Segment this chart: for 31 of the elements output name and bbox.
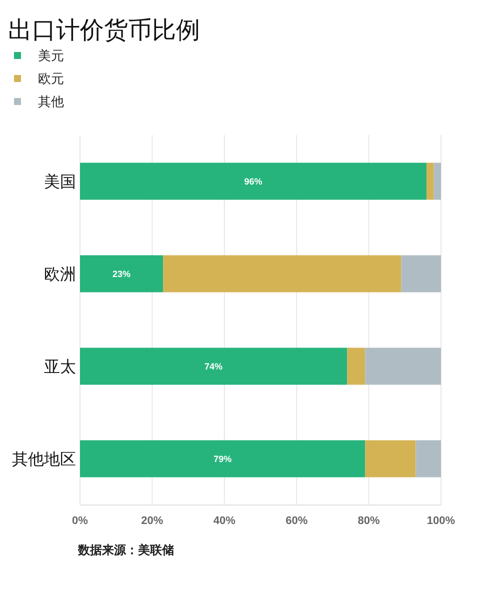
bar — [80, 162, 427, 200]
data-label: 23% — [112, 268, 131, 279]
legend-label: 美元 — [38, 48, 64, 63]
bar — [80, 440, 366, 478]
bar — [416, 440, 441, 478]
bar — [365, 440, 416, 478]
bar — [347, 348, 366, 385]
x-tick-label: 100% — [426, 515, 456, 527]
x-tick-label: 60% — [286, 515, 308, 527]
y-tick-label: 欧洲 — [44, 265, 76, 284]
y-tick-label: 美国 — [44, 172, 76, 191]
x-tick-label: 20% — [141, 515, 164, 527]
x-tick-label: 0% — [72, 515, 88, 527]
source-note: 数据来源：美联储 — [77, 543, 174, 557]
chart-title: 出口计价货币比例 — [8, 17, 200, 44]
bar — [365, 348, 441, 385]
legend-label: 其他 — [38, 94, 64, 109]
bar — [401, 255, 441, 292]
bar — [163, 255, 402, 292]
bar — [426, 162, 434, 200]
data-label: 96% — [244, 176, 262, 186]
x-tick-label: 80% — [358, 515, 380, 527]
bar — [434, 162, 441, 200]
y-tick-label: 其他地区 — [12, 450, 76, 468]
bar — [80, 348, 348, 385]
x-tick-label: 40% — [213, 515, 236, 527]
y-tick-label: 亚太 — [44, 358, 76, 376]
legend-label: 欧元 — [38, 71, 64, 86]
data-label: 79% — [214, 454, 232, 464]
bar — [80, 255, 164, 292]
data-label: 74% — [204, 361, 223, 372]
